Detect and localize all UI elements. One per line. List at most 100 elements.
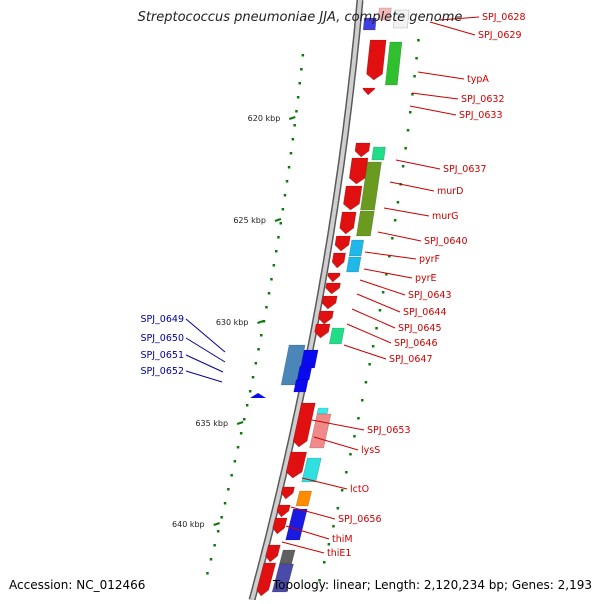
scale-tick <box>296 96 300 99</box>
leader-line <box>383 207 430 217</box>
topology-text: Topology: linear; Length: 2,120,234 bp; … <box>272 578 592 592</box>
gene-block <box>279 549 296 565</box>
leader-line <box>185 318 226 353</box>
scale-tick <box>378 309 382 312</box>
leader-line <box>409 105 457 116</box>
gene-block <box>295 490 313 507</box>
gene-block <box>285 508 308 541</box>
genome-backbone <box>250 0 362 601</box>
scale-tick <box>236 446 240 449</box>
scale-tick <box>371 345 375 348</box>
leader-line <box>389 181 435 192</box>
forward-gene <box>362 87 376 96</box>
scale-tick <box>257 348 260 351</box>
scale-tick <box>251 376 255 379</box>
gene-label: SPJ_0632 <box>461 94 505 105</box>
scale-tick <box>381 291 385 294</box>
forward-gene <box>314 323 331 339</box>
major-tick <box>257 320 264 324</box>
scale-tick <box>254 362 258 365</box>
scale-tick <box>393 219 397 222</box>
scale-tick <box>401 165 405 168</box>
gene-block <box>393 9 410 29</box>
leader-line <box>429 21 476 36</box>
forward-gene <box>256 562 277 597</box>
forward-gene <box>292 402 316 448</box>
scale-tick <box>223 502 227 505</box>
reverse-gene <box>293 379 309 393</box>
leader-line <box>311 419 365 431</box>
leader-line <box>281 541 325 554</box>
scale-tick <box>272 264 276 267</box>
gene-label: murG <box>432 211 459 222</box>
scale-tick <box>406 129 410 132</box>
scale-tick <box>295 110 298 113</box>
leader-line <box>363 268 413 279</box>
leader-line <box>411 92 459 100</box>
scale-tick <box>293 124 296 127</box>
gene-block <box>362 17 377 31</box>
scale-tick <box>260 334 263 337</box>
gene-block <box>328 327 345 345</box>
kbp-label: 625 kbp <box>233 216 266 225</box>
scale-tick <box>340 489 344 492</box>
scale-tick <box>404 147 407 150</box>
forward-gene <box>276 504 291 518</box>
scale-tick <box>375 327 378 330</box>
scale-tick <box>291 138 295 141</box>
gene-label: SPJ_0647 <box>389 354 433 365</box>
leader-line <box>351 308 396 329</box>
scale-tick <box>323 561 326 564</box>
forward-gene <box>348 157 369 185</box>
gene-label: SPJ_0651 <box>141 350 185 361</box>
scale-tick <box>287 166 291 169</box>
gene-label: SPJ_0653 <box>367 425 411 436</box>
leader-line <box>290 506 336 520</box>
scale-tick <box>279 222 282 225</box>
gene-label: SPJ_0646 <box>394 338 438 349</box>
gene-label: SPJ_0633 <box>459 110 503 121</box>
scale-tick <box>300 68 303 71</box>
scale-tick <box>239 432 243 435</box>
scale-tick <box>277 236 280 239</box>
gene-label: SPJ_0650 <box>141 333 185 344</box>
scale-tick <box>415 57 418 60</box>
leader-line <box>301 477 348 490</box>
scale-tick <box>265 306 268 309</box>
leader-line <box>185 370 223 383</box>
gene-block <box>360 161 382 211</box>
gene-label: typA <box>467 74 489 85</box>
forward-gene <box>327 272 341 283</box>
gene-block <box>346 256 362 273</box>
scale-tick <box>336 507 340 510</box>
leader-line <box>346 323 392 344</box>
scale-tick <box>301 54 305 57</box>
scale-tick <box>388 255 391 258</box>
kbp-label: 620 kbp <box>248 114 281 123</box>
forward-gene <box>331 252 346 269</box>
gene-label: lctO <box>350 484 369 495</box>
leader-line <box>377 231 422 242</box>
major-tick <box>213 522 220 526</box>
leader-line <box>395 159 441 170</box>
leader-line <box>313 436 359 451</box>
forward-gene <box>280 486 295 500</box>
forward-gene <box>325 282 341 295</box>
scale-tick <box>396 201 400 204</box>
scale-tick <box>233 460 237 463</box>
forward-gene <box>285 451 308 479</box>
scale-tick <box>209 558 213 561</box>
scale-tick <box>245 404 249 407</box>
gene-block <box>271 563 294 593</box>
forward-gene <box>317 310 334 325</box>
gene-label: murD <box>437 186 464 197</box>
forward-gene <box>354 142 371 158</box>
leader-line <box>343 344 387 360</box>
scale-tick <box>318 579 321 582</box>
leader-line <box>364 251 417 260</box>
gene-label: SPJ_0628 <box>482 12 526 23</box>
scale-tick <box>364 381 368 384</box>
forward-gene <box>343 185 363 211</box>
